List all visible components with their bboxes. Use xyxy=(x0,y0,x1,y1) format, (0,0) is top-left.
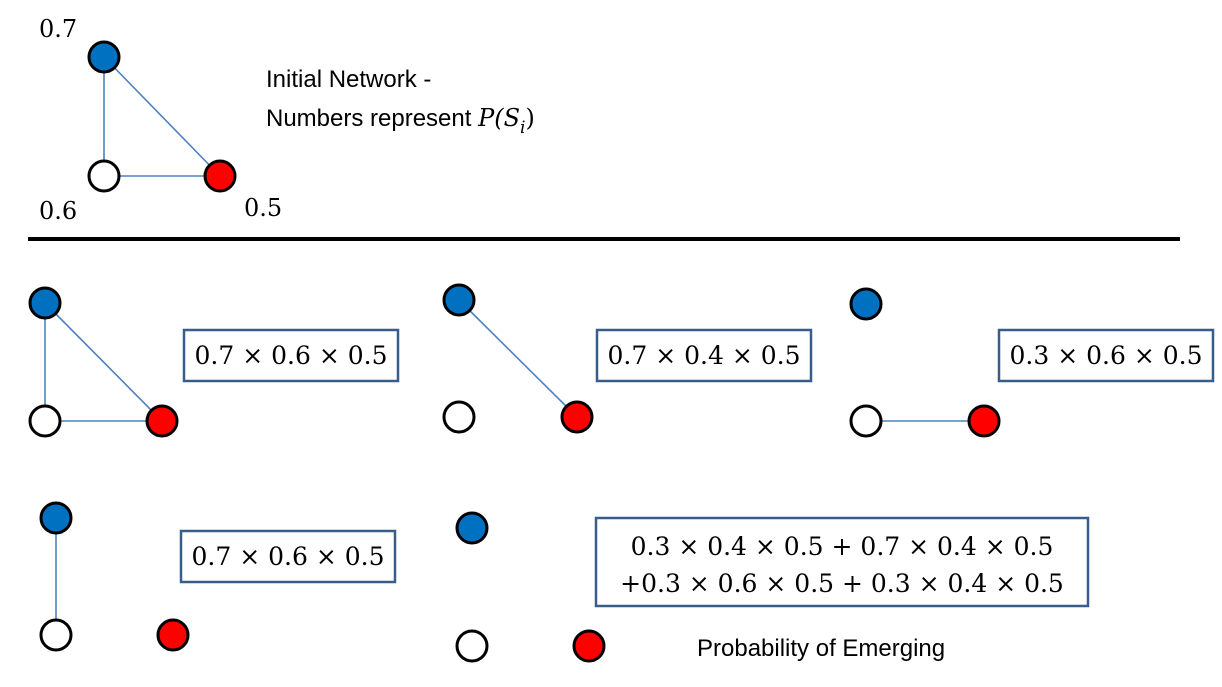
caption-line2-close: ) xyxy=(525,104,534,132)
scenario-1: 0.7 × 0.6 × 0.5 xyxy=(28,286,400,438)
node-red xyxy=(156,618,190,652)
node-blue xyxy=(442,283,476,317)
probability-box xyxy=(594,516,1090,608)
edge-blue-red xyxy=(458,299,578,418)
prob-red-label: 0.5 xyxy=(244,194,282,222)
probability-box xyxy=(182,328,400,383)
initial-network: 0.7 0.6 0.5 xyxy=(39,15,282,225)
edge-blue-red xyxy=(44,302,163,422)
node-white xyxy=(849,404,883,438)
edge-blue-red xyxy=(103,56,221,177)
scenario-3: 0.3 × 0.6 × 0.5 xyxy=(849,287,1215,438)
node-red xyxy=(145,404,179,438)
probability-expression: 0.7 × 0.6 × 0.5 xyxy=(195,341,388,370)
node-white xyxy=(442,400,476,434)
node-blue xyxy=(39,501,73,535)
node-red xyxy=(967,404,1001,438)
probability-box xyxy=(595,328,813,383)
probability-expression: 0.3 × 0.6 × 0.5 xyxy=(1010,341,1203,370)
prob-blue-label: 0.7 xyxy=(39,15,77,43)
node-red xyxy=(203,159,237,193)
caption-line2-text: Numbers represent xyxy=(266,105,478,132)
probability-expression-line1: 0.3 × 0.4 × 0.5 + 0.7 × 0.4 × 0.5 xyxy=(631,532,1054,561)
probability-expression: 0.7 × 0.6 × 0.5 xyxy=(192,542,385,571)
scenario-5: 0.3 × 0.4 × 0.5 + 0.7 × 0.4 × 0.5 +0.3 ×… xyxy=(455,511,1090,663)
node-blue xyxy=(849,287,883,321)
node-white xyxy=(28,404,62,438)
node-blue xyxy=(28,286,62,320)
caption-line2: Numbers represent P(Si) xyxy=(266,104,535,138)
probability-caption: Probability of Emerging xyxy=(697,635,945,662)
scenario-2: 0.7 × 0.4 × 0.5 xyxy=(442,283,813,434)
node-blue xyxy=(455,511,489,545)
node-white xyxy=(39,618,73,652)
node-white xyxy=(87,159,121,193)
probability-expression-line2: +0.3 × 0.6 × 0.5 + 0.3 × 0.4 × 0.5 xyxy=(620,569,1064,598)
scenario-4: 0.7 × 0.6 × 0.5 xyxy=(39,501,397,652)
node-white xyxy=(455,629,489,663)
node-blue xyxy=(87,40,121,74)
node-red xyxy=(572,629,606,663)
caption-line1: Initial Network - xyxy=(266,66,431,93)
node-red xyxy=(560,400,594,434)
caption-line2-sub: i xyxy=(520,118,525,138)
initial-caption: Initial Network - Numbers represent P(Si… xyxy=(266,66,535,138)
prob-white-label: 0.6 xyxy=(39,197,77,225)
probability-box xyxy=(179,529,397,584)
probability-box xyxy=(997,328,1215,383)
caption-line2-math: P(S xyxy=(477,104,520,132)
probability-expression: 0.7 × 0.4 × 0.5 xyxy=(608,341,801,370)
